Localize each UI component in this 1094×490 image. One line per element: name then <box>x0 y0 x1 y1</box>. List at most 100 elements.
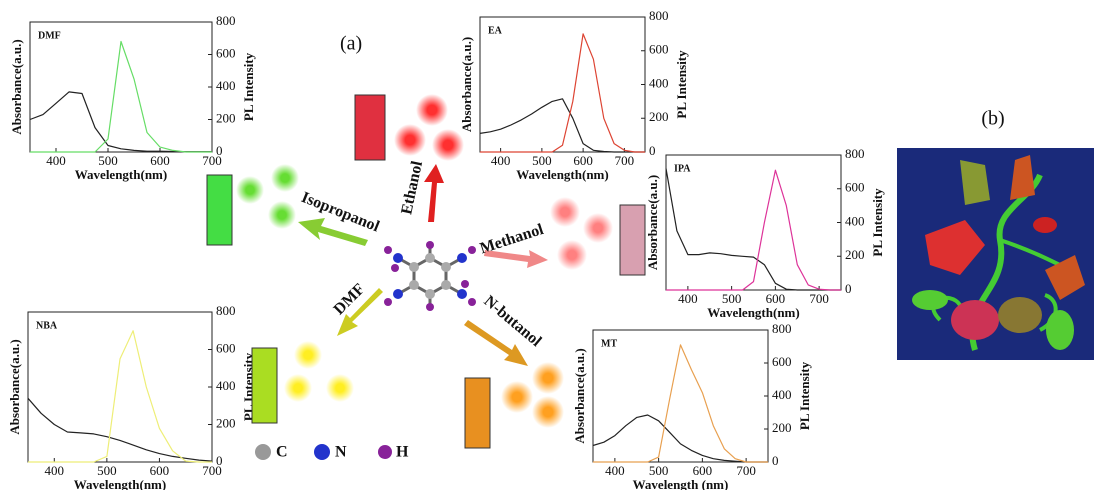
series-line <box>30 42 212 153</box>
solvent-label: Methanol <box>478 221 546 258</box>
atom-swatch <box>378 445 392 459</box>
y2-tick-label: 200 <box>772 420 792 435</box>
y2-tick-label: 0 <box>216 143 223 158</box>
x-tick-label: 400 <box>45 463 65 478</box>
chart-title: DMF <box>38 30 61 41</box>
x-tick-label: 400 <box>605 463 625 478</box>
x-tick-label: 600 <box>150 463 170 478</box>
x-tick-label: 600 <box>766 291 786 306</box>
x-tick-label: 500 <box>722 291 742 306</box>
y2-axis-label: PL Intensity <box>241 52 256 121</box>
molecule <box>384 241 476 311</box>
atom-swatch <box>314 444 330 460</box>
x-tick-label: 600 <box>150 153 170 168</box>
series-line <box>28 398 212 461</box>
y2-tick-label: 200 <box>216 110 236 125</box>
y2-tick-label: 200 <box>216 415 236 430</box>
vial <box>465 378 490 448</box>
series-line <box>30 92 212 152</box>
y2-tick-label: 600 <box>772 354 792 369</box>
x-tick-label: 700 <box>615 153 635 168</box>
plot-frame <box>28 312 212 462</box>
chart: 400 500 600 700 0 200 400 600 800 MT Wavelength (n… <box>572 321 812 490</box>
y2-tick-label: 600 <box>845 180 865 195</box>
x-tick-label: 500 <box>98 153 118 168</box>
y2-tick-label: 600 <box>216 340 236 355</box>
panel-label: (a) <box>340 33 362 55</box>
x-tick-label: 600 <box>573 153 593 168</box>
charts: 400 500 600 700 0 200 400 600 800 DMF Wavelength(n… <box>7 8 885 490</box>
x-tick-label: 600 <box>693 463 713 478</box>
plot-frame <box>593 330 768 462</box>
series-line <box>480 34 645 152</box>
series-line <box>666 170 841 290</box>
x-axis-label: Wavelength(nm) <box>707 305 799 320</box>
photo <box>897 148 1094 360</box>
x-axis-label: Wavelength(nm) <box>516 167 608 182</box>
y2-tick-label: 400 <box>845 213 865 228</box>
series-line <box>28 331 212 462</box>
y2-axis-label: PL Intensity <box>674 50 689 119</box>
y2-tick-label: 200 <box>845 247 865 262</box>
y2-tick-label: 800 <box>649 8 669 23</box>
arrows <box>298 164 548 366</box>
y2-axis-label: PL Intensity <box>797 361 812 430</box>
vial <box>252 348 277 423</box>
y2-tick-label: 800 <box>216 303 236 318</box>
plot-frame <box>480 17 645 152</box>
y-axis-label: Absorbance(a.u.) <box>7 339 22 434</box>
y2-tick-label: 0 <box>649 143 656 158</box>
y-axis-label: Absorbance(a.u.) <box>645 175 660 270</box>
chart-title: NBA <box>36 320 58 331</box>
y-axis-label: Absorbance(a.u.) <box>459 37 474 132</box>
solvent-label: DMF <box>331 280 369 318</box>
atom-label: C <box>276 444 288 461</box>
series-line <box>593 415 768 462</box>
vial <box>355 95 385 160</box>
x-tick-label: 400 <box>491 153 511 168</box>
y-axis-label: Absorbance(a.u.) <box>572 348 587 443</box>
chart: 400 500 600 700 0 200 400 600 800 EA Wavelength(nm… <box>459 8 689 182</box>
y2-tick-label: 400 <box>216 78 236 93</box>
x-axis-label: Wavelength (nm) <box>633 477 729 490</box>
y2-tick-label: 200 <box>649 109 669 124</box>
x-tick-label: 500 <box>532 153 552 168</box>
x-axis-label: Wavelength(nm) <box>75 167 167 182</box>
chart-title: IPA <box>674 163 691 174</box>
y-axis-label: Absorbance(a.u.) <box>9 39 24 134</box>
y2-tick-label: 400 <box>772 387 792 402</box>
y2-tick-label: 800 <box>845 146 865 161</box>
y2-tick-label: 0 <box>772 453 779 468</box>
plot-frame <box>666 155 841 290</box>
y2-tick-label: 0 <box>216 453 223 468</box>
atom-label: N <box>335 444 347 461</box>
vial <box>620 205 645 275</box>
vial <box>207 175 232 245</box>
chart: 400 500 600 700 0 200 400 600 800 IPA Wavelength(n… <box>645 146 885 320</box>
series-line <box>666 169 841 291</box>
x-tick-label: 700 <box>736 463 756 478</box>
solvent-label: Ethanol <box>398 159 426 216</box>
x-axis-label: Wavelength(nm) <box>74 477 166 490</box>
panel-label: (b) <box>981 108 1004 130</box>
y2-tick-label: 400 <box>649 75 669 90</box>
x-tick-label: 700 <box>809 291 829 306</box>
y2-tick-label: 0 <box>845 281 852 296</box>
chart-title: EA <box>488 25 503 36</box>
atom-label: H <box>396 444 409 461</box>
y2-tick-label: 600 <box>649 42 669 57</box>
y2-tick-label: 600 <box>216 45 236 60</box>
x-tick-label: 400 <box>678 291 698 306</box>
atom-swatch <box>255 444 271 460</box>
y2-axis-label: PL Intensity <box>870 188 885 257</box>
x-tick-label: 400 <box>46 153 66 168</box>
x-tick-label: 500 <box>97 463 117 478</box>
chart-title: MT <box>601 338 617 349</box>
y2-tick-label: 800 <box>216 13 236 28</box>
y2-tick-label: 800 <box>772 321 792 336</box>
figure: 400 500 600 700 0 200 400 600 800 DMF Wavelength(n… <box>0 0 1094 490</box>
y2-tick-label: 400 <box>216 378 236 393</box>
x-tick-label: 500 <box>649 463 669 478</box>
